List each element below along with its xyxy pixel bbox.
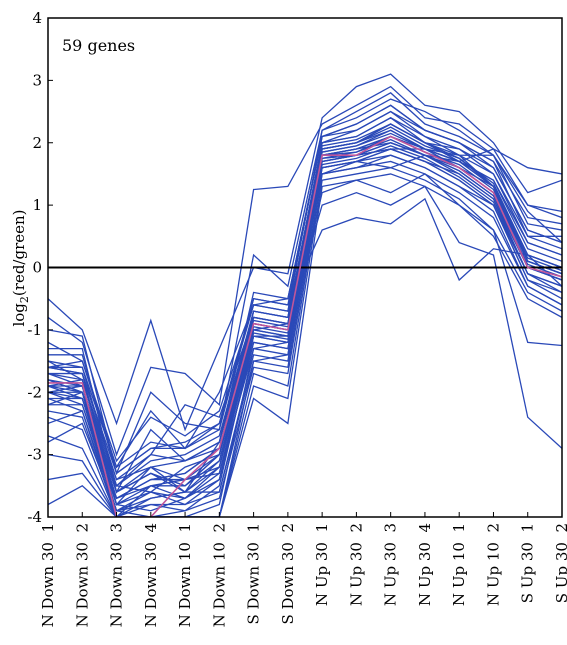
y-tick-label: 4	[32, 9, 42, 27]
y-tick-label: -1	[27, 321, 42, 339]
gene-series-line-23	[48, 129, 562, 493]
x-axis: N Down 30 1 N Down 30 2 N Down 30 3 N Down …	[39, 512, 567, 627]
x-tick-label: N Up 30 3	[382, 523, 400, 606]
gene-series-line-14	[48, 110, 562, 481]
x-tick-label: N Down 30 1	[39, 523, 57, 627]
gene-series-line-3	[48, 98, 562, 476]
y-tick-label: 3	[32, 71, 42, 89]
x-tick-label: N Up 30 4	[416, 523, 434, 606]
y-tick-label: -3	[27, 446, 42, 464]
y-tick-label: -2	[27, 383, 42, 401]
x-tick-label: S Up 30 2	[553, 523, 567, 603]
gene-count-annotation: 59 genes	[62, 36, 135, 55]
x-tick-label: N Down 30 4	[142, 523, 160, 627]
y-tick-label: 0	[32, 259, 42, 277]
gene-series-line-37	[48, 123, 562, 493]
x-tick-label: S Down 30 2	[279, 523, 297, 625]
x-tick-label: S Up 30 1	[519, 523, 537, 603]
gene-series-line-36	[48, 132, 562, 500]
gene-series-line-26	[48, 148, 562, 512]
gene-series-line-31	[48, 185, 562, 487]
y-tick-label: -4	[27, 508, 42, 526]
y-axis-label: log2(red/green)	[10, 209, 31, 326]
x-tick-label: N Up 30 2	[347, 523, 365, 606]
y-axis: -4 -3 -2 -1 0 1 2 3 4	[27, 9, 53, 526]
gene-series-line-1	[48, 73, 562, 432]
x-tick-label: N Down 30 3	[108, 523, 126, 627]
gene-series-line-11	[48, 167, 562, 517]
gene-series-line-22	[48, 154, 562, 517]
y-tick-label: 2	[32, 134, 42, 152]
x-tick-label: S Down 30 1	[245, 523, 263, 625]
gene-series-line-21	[48, 148, 562, 512]
gene-series-line-12	[48, 173, 562, 517]
x-tick-label: N Down 30 2	[73, 523, 91, 627]
x-tick-label: N Up 10 1	[450, 523, 468, 606]
gene-series-line-6	[48, 129, 562, 517]
y-tick-label: 1	[32, 196, 42, 214]
gene-series-line-35	[48, 145, 562, 506]
gene-series-line-38	[48, 142, 562, 512]
x-tick-label: N Down 10 1	[176, 523, 194, 627]
gene-series-line-2	[48, 85, 562, 457]
gene-series-line-8	[48, 148, 562, 517]
x-tick-label: N Up 10 2	[484, 523, 502, 606]
x-tick-label: N Up 30 1	[313, 523, 331, 606]
gene-series-line-10	[48, 160, 562, 517]
x-tick-label: N Down 10 2	[210, 523, 228, 627]
gene-series-line-24	[48, 135, 562, 500]
mean-line	[48, 135, 562, 517]
series-layer	[48, 73, 562, 517]
